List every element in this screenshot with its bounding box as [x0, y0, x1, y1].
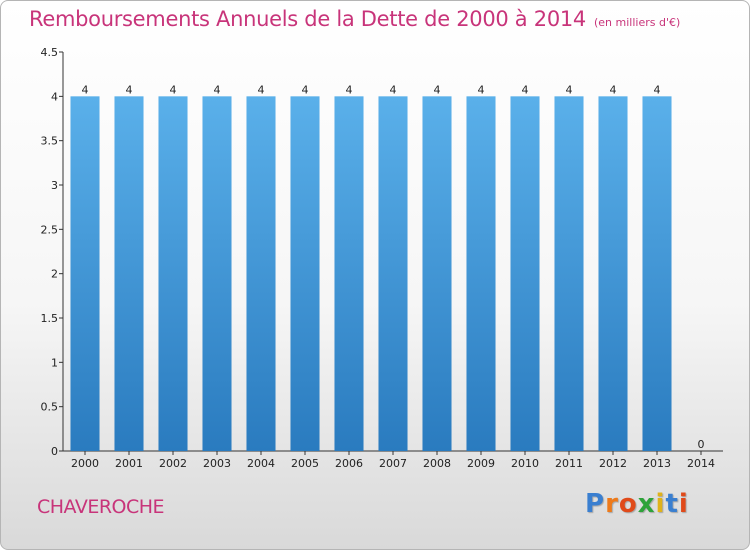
data-label: 4 — [654, 83, 661, 96]
data-label: 4 — [170, 83, 177, 96]
y-tick-label: 2.5 — [41, 223, 59, 236]
y-tick-label: 4.5 — [41, 46, 59, 59]
bar[interactable] — [334, 96, 364, 451]
x-tick-label: 2005 — [291, 457, 319, 470]
bar[interactable] — [466, 96, 496, 451]
y-tick-label: 2 — [51, 268, 58, 281]
data-label: 4 — [346, 83, 353, 96]
data-label: 4 — [390, 83, 397, 96]
logo-letter: r — [605, 489, 619, 519]
y-tick-label: 0 — [51, 445, 58, 458]
y-tick-label: 3.5 — [41, 135, 59, 148]
logo-letter: i — [655, 489, 666, 519]
x-tick-label: 2007 — [379, 457, 407, 470]
bar[interactable] — [642, 96, 672, 451]
commune-name: CHAVEROCHE — [37, 496, 165, 518]
bar[interactable] — [158, 96, 188, 451]
x-tick-label: 2014 — [687, 457, 715, 470]
bar[interactable] — [70, 96, 100, 451]
x-tick-label: 2000 — [71, 457, 99, 470]
x-tick-label: 2006 — [335, 457, 363, 470]
chart-title: Remboursements Annuels de la Dette de 20… — [29, 7, 680, 31]
bar[interactable] — [114, 96, 144, 451]
bar[interactable] — [422, 96, 452, 451]
proxiti-logo[interactable]: Proxiti — [585, 489, 689, 519]
data-label: 0 — [698, 438, 705, 451]
bar[interactable] — [554, 96, 584, 451]
logo-letter: i — [678, 489, 689, 519]
bar[interactable] — [202, 96, 232, 451]
x-tick-label: 2003 — [203, 457, 231, 470]
data-label: 4 — [434, 83, 441, 96]
chart-title-text: Remboursements Annuels de la Dette de 20… — [29, 7, 586, 31]
bar[interactable] — [510, 96, 540, 451]
x-tick-label: 2012 — [599, 457, 627, 470]
data-label: 4 — [566, 83, 573, 96]
x-tick-label: 2008 — [423, 457, 451, 470]
x-tick-label: 2001 — [115, 457, 143, 470]
y-tick-label: 1 — [51, 356, 58, 369]
x-tick-label: 2004 — [247, 457, 275, 470]
bar[interactable] — [378, 96, 408, 451]
logo-letter: x — [637, 489, 656, 519]
y-tick-label: 4 — [51, 90, 58, 103]
data-label: 4 — [126, 83, 133, 96]
y-tick-label: 0.5 — [41, 401, 59, 414]
data-label: 4 — [478, 83, 485, 96]
data-label: 4 — [610, 83, 617, 96]
x-tick-label: 2009 — [467, 457, 495, 470]
bar[interactable] — [290, 96, 320, 451]
data-label: 4 — [82, 83, 89, 96]
y-tick-label: 1.5 — [41, 312, 59, 325]
chart-unit: (en milliers d'€) — [594, 16, 681, 29]
logo-letter: t — [665, 489, 679, 519]
x-tick-label: 2010 — [511, 457, 539, 470]
data-label: 4 — [522, 83, 529, 96]
x-tick-label: 2002 — [159, 457, 187, 470]
data-label: 4 — [302, 83, 309, 96]
y-tick-label: 3 — [51, 179, 58, 192]
bar[interactable] — [598, 96, 628, 451]
x-tick-label: 2011 — [555, 457, 583, 470]
logo-letter: o — [618, 489, 638, 519]
logo-letter: P — [585, 489, 606, 519]
data-label: 4 — [258, 83, 265, 96]
bar[interactable] — [246, 96, 276, 451]
x-tick-label: 2013 — [643, 457, 671, 470]
data-label: 4 — [214, 83, 221, 96]
